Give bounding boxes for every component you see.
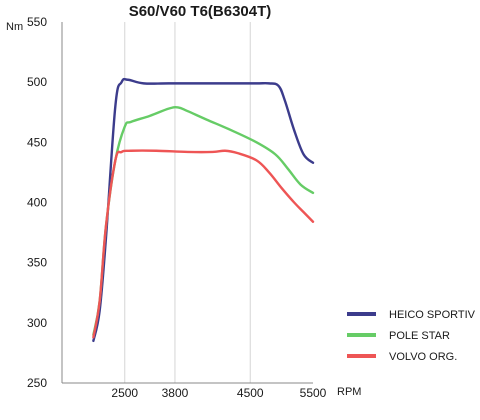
x-tick-label-4500: 4500 xyxy=(237,386,264,400)
series-line-volvo-org xyxy=(92,149,315,339)
y-axis-unit-label: Nm xyxy=(6,21,23,33)
y-tick-label-250: 250 xyxy=(27,376,47,390)
y-tick-label-450: 450 xyxy=(27,135,47,149)
legend-label-volvo-org: VOLVO ORG. xyxy=(389,351,457,363)
legend-label-heico-sportiv: HEICO SPORTIV xyxy=(389,309,476,321)
y-tick-label-400: 400 xyxy=(27,196,47,210)
series-line-pole-star xyxy=(92,106,315,337)
chart-title: S60/V60 T6(B6304T) xyxy=(129,3,272,20)
series-line-heico-sportiv xyxy=(92,77,315,343)
x-axis-unit-label: RPM xyxy=(337,386,361,398)
y-tick-label-550: 550 xyxy=(27,15,47,29)
y-tick-label-300: 300 xyxy=(27,316,47,330)
axes xyxy=(61,22,313,384)
y-tick-label-350: 350 xyxy=(27,256,47,270)
series-lines xyxy=(92,77,315,343)
legend-label-pole-star: POLE STAR xyxy=(389,330,450,342)
y-tick-label-500: 500 xyxy=(27,75,47,89)
x-tick-label-2500: 2500 xyxy=(111,386,138,400)
x-tick-label-3800: 3800 xyxy=(162,386,189,400)
x-axis-ticks: 2500 3800 4500 5500 xyxy=(111,386,326,400)
legend: HEICO SPORTIV POLE STAR VOLVO ORG. xyxy=(347,309,476,363)
grid-lines xyxy=(124,22,251,383)
x-tick-label-5500: 5500 xyxy=(300,386,327,400)
y-axis-ticks: 250 300 350 400 450 500 550 xyxy=(27,15,47,390)
